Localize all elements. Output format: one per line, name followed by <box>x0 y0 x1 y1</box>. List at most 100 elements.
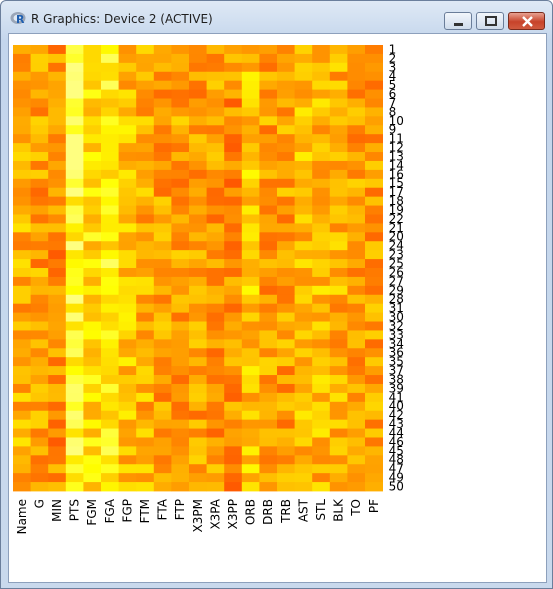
heatmap-cell <box>136 446 155 456</box>
heatmap-cell <box>294 89 313 99</box>
row-label: 27 <box>389 274 404 288</box>
row-label: 13 <box>389 149 404 163</box>
heatmap-cell <box>312 187 331 198</box>
heatmap-cell <box>153 312 172 322</box>
heatmap-cell <box>347 214 366 224</box>
row-label: 21 <box>389 221 404 235</box>
heatmap-cell <box>277 259 295 269</box>
heatmap-cell <box>294 410 313 421</box>
heatmap-cell <box>206 330 225 340</box>
heatmap-cell <box>101 53 119 64</box>
heatmap-cell <box>206 80 225 90</box>
heatmap-cell <box>277 401 295 412</box>
heatmap-cell <box>13 285 31 296</box>
heatmap-cell <box>277 375 295 385</box>
heatmap-cell <box>13 446 31 456</box>
heatmap-cell <box>329 482 348 492</box>
heatmap-cell <box>189 482 207 492</box>
row-label: 8 <box>389 105 397 119</box>
heatmap-cell <box>224 143 243 153</box>
heatmap-cell <box>48 366 67 376</box>
heatmap-cell <box>347 241 366 251</box>
close-button[interactable] <box>508 12 545 30</box>
heatmap-cell <box>83 152 102 162</box>
heatmap-cell <box>136 178 155 189</box>
heatmap-cell <box>365 205 383 215</box>
heatmap-cell <box>171 134 190 144</box>
heatmap-cell <box>101 419 119 429</box>
heatmap-cell <box>224 62 243 73</box>
heatmap-cell <box>189 250 207 260</box>
heatmap-cell <box>312 357 331 367</box>
heatmap-cell <box>118 125 137 135</box>
heatmap-cell <box>30 303 49 313</box>
heatmap-cell <box>118 107 137 117</box>
minimize-button[interactable] <box>444 12 472 30</box>
column-label: MIN <box>50 499 64 522</box>
heatmap-cell <box>224 187 243 198</box>
heatmap-cell <box>224 107 243 117</box>
heatmap-cell <box>365 152 383 162</box>
maximize-button[interactable] <box>476 12 504 30</box>
heatmap-cell <box>48 62 67 73</box>
row-label: 33 <box>389 328 404 342</box>
heatmap-cell <box>171 53 190 64</box>
heatmap-cell <box>259 232 278 242</box>
heatmap-cell <box>259 392 278 403</box>
heatmap-cell <box>136 392 155 403</box>
heatmap-cell <box>136 232 155 242</box>
heatmap-cell <box>224 410 243 421</box>
column-label: PF <box>367 499 381 513</box>
heatmap-cell <box>329 321 348 331</box>
maximize-icon <box>485 16 497 26</box>
heatmap-cell <box>30 125 49 135</box>
heatmap-cell <box>241 446 260 456</box>
heatmap-cell <box>365 455 383 465</box>
heatmap-cell <box>118 285 137 296</box>
heatmap-cell <box>206 410 225 421</box>
heatmap-cell <box>153 116 172 126</box>
heatmap-cell <box>13 330 31 340</box>
heatmap-cell <box>224 169 243 180</box>
heatmap-cell <box>365 259 383 269</box>
heatmap-cell <box>171 437 190 447</box>
heatmap-cell <box>65 428 84 438</box>
heatmap-cell <box>312 455 331 465</box>
heatmap-cell <box>101 375 119 385</box>
heatmap-cell <box>136 276 155 287</box>
heatmap-cell <box>171 419 190 429</box>
heatmap-cell <box>118 482 137 492</box>
heatmap-cell <box>30 348 49 358</box>
heatmap-cell <box>101 428 119 438</box>
heatmap-cell <box>118 80 137 90</box>
heatmap-cell <box>48 268 67 278</box>
row-label: 44 <box>389 426 404 440</box>
heatmap-cell <box>347 410 366 421</box>
heatmap-cell <box>277 312 295 322</box>
heatmap-cell <box>241 125 260 135</box>
heatmap-cell <box>206 187 225 198</box>
heatmap-cell <box>153 383 172 394</box>
heatmap-cell <box>329 250 348 260</box>
heatmap-cell <box>329 339 348 349</box>
column-label: X3PM <box>191 499 205 532</box>
heatmap-cell <box>83 276 102 287</box>
heatmap-cell <box>83 62 102 73</box>
heatmap-cell <box>189 276 207 287</box>
heatmap-cell <box>153 187 172 198</box>
heatmap-cell <box>65 473 84 483</box>
title-bar[interactable]: R R Graphics: Device 2 (ACTIVE) <box>1 1 552 33</box>
heatmap-cell <box>294 348 313 358</box>
heatmap-cell <box>30 169 49 180</box>
heatmap-cell <box>347 392 366 403</box>
heatmap-cell <box>294 80 313 90</box>
heatmap-cell <box>241 45 260 55</box>
heatmap-cell <box>365 241 383 251</box>
heatmap-cell <box>48 80 67 90</box>
row-label: 35 <box>389 355 404 369</box>
heatmap-cell <box>153 276 172 287</box>
heatmap-cell <box>347 62 366 73</box>
heatmap-cell <box>312 473 331 483</box>
heatmap-cell <box>259 455 278 465</box>
heatmap-cell <box>189 455 207 465</box>
